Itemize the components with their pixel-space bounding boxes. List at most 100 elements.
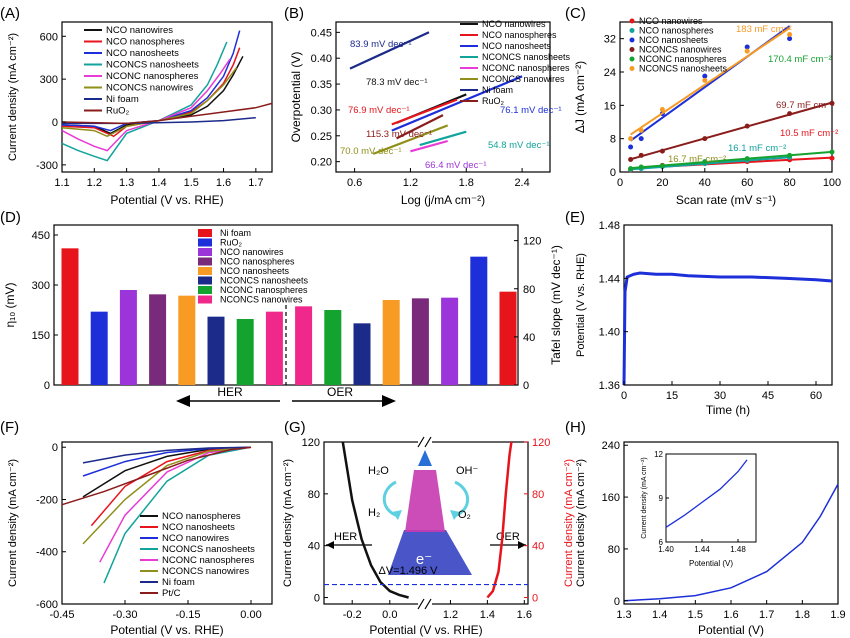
panel-f-legend-label: NCONC nanospheres <box>162 555 255 566</box>
panel-b-ytick-label: 0.35 <box>311 79 332 91</box>
panel-d-legend-swatch <box>198 276 212 285</box>
panel-h-inset-xlabel: Potential (V) <box>689 559 733 568</box>
panel-d-ylabel-right: Tafel slope (mV dec⁻¹) <box>549 245 563 365</box>
her-arrow <box>176 395 280 407</box>
panel-a-xtick-label: 1.6 <box>216 177 231 189</box>
panel-g-ytick-label: 40 <box>308 541 320 553</box>
panel-b-slope-label: 76.9 mV dec⁻¹ <box>348 105 410 116</box>
panel-f-xtick-label: -0.45 <box>49 609 74 621</box>
panel-h-overall-curve <box>623 483 839 602</box>
panel-c-data-point <box>787 36 793 42</box>
panel-g-xtick-label: 1.2 <box>443 609 458 621</box>
panel-h-inset-xtick-label: 1.44 <box>694 545 710 554</box>
panel-c-xlabel: Scan rate (mV s⁻¹) <box>676 193 776 207</box>
panel-label-a: (A) <box>0 5 20 22</box>
panel-c-legend-marker <box>629 56 635 62</box>
panel-c-xtick-label: 100 <box>823 177 841 189</box>
panel-f-ylabel: Current density (mA cm⁻²) <box>7 459 19 587</box>
panel-g-right-ytick-label: 80 <box>532 489 544 501</box>
panel-f-legend-label: NCO nanowires <box>162 533 229 544</box>
panel-d-bar <box>236 319 254 385</box>
panel-h-inset-ytick-label: 6 <box>659 538 664 547</box>
panel-f-ytick-label: -200 <box>36 494 58 506</box>
panel-d-bar <box>61 248 79 385</box>
panel-c-data-point <box>702 159 708 165</box>
panel-g-xtick-label: 1.6 <box>517 609 532 621</box>
panel-a-series-line <box>61 102 273 125</box>
panel-a-ytick-label: 600 <box>40 31 58 43</box>
panel-e-frame <box>623 224 833 386</box>
panel-c-xtick-label: 40 <box>699 177 711 189</box>
panel-c-fit-line <box>630 27 791 136</box>
panel-h-ytick-label: 240 <box>602 440 620 452</box>
panel-h-xtick-label: 1.9 <box>830 609 845 621</box>
panel-d-bar <box>382 300 400 385</box>
oer-label: OER <box>327 385 353 399</box>
panel-d-bar <box>207 316 225 385</box>
panel-c-fit-line <box>630 156 790 171</box>
panel-c-capacitance-label: 16.1 mF cm⁻² <box>728 143 786 154</box>
panel-b-xtick-label: 1.2 <box>403 177 418 189</box>
panel-c-data-point <box>628 144 634 150</box>
panel-h-xtick-label: 1.8 <box>795 609 810 621</box>
panel-c-legend-label: NCO nanosheets <box>639 35 709 45</box>
panel-c-data-point <box>744 123 750 129</box>
panel-a-legend-label: NCO nanowires <box>106 25 173 36</box>
panel-c-xtick-label: 60 <box>741 177 753 189</box>
panel-a-xtick-label: 1.4 <box>151 177 166 189</box>
panel-h-inset-ylabel: Current density (mA cm⁻²) <box>641 457 648 539</box>
panel-c-frame <box>619 21 833 173</box>
panel-f-series-line <box>103 446 252 584</box>
oer-arrow <box>292 395 396 407</box>
panel-b-slope-label: 70.0 mV dec⁻¹ <box>340 146 402 157</box>
panel-g-xtick-label: 0.0 <box>382 609 397 621</box>
panel-f-xlabel: Potential (V vs. RHE) <box>110 623 223 637</box>
panel-c-data-point <box>628 166 634 172</box>
panel-g-ylabel-right: Current density (mA cm⁻²) <box>563 459 575 587</box>
g-oer-arrow <box>490 541 526 549</box>
panel-c-ytick-label: 8 <box>610 134 616 146</box>
panel-c-xtick-label: 20 <box>656 177 668 189</box>
axis-break-marks <box>417 436 432 610</box>
electron-label: e⁻ <box>416 551 432 568</box>
panel-f-frame <box>61 441 273 605</box>
panel-a-legend-label: Ni foam <box>106 94 139 105</box>
panel-d-ylabel-left: η₁₀ (mV) <box>3 282 17 327</box>
panel-b-legend-label: RuO₂ <box>482 96 505 106</box>
panel-d-right-ytick-label: 80 <box>523 284 535 296</box>
panel-c-legend-marker <box>629 47 635 52</box>
panel-d-ytick-label: 300 <box>32 280 50 292</box>
panel-h-inset-xtick-label: 1.48 <box>730 545 746 554</box>
panel-d-bar <box>441 297 459 385</box>
panel-c-xtick-label: 0 <box>617 177 623 189</box>
panel-b-frame <box>335 21 551 173</box>
panel-c-data-point <box>829 100 835 106</box>
panel-a-xtick-label: 1.2 <box>87 177 102 189</box>
panel-f-legend-label: NCO nanospheres <box>162 511 241 522</box>
her-label: HER <box>217 385 243 399</box>
panel-b-series-line <box>396 114 444 140</box>
panel-b-slope-label: 115.3 mV dec⁻¹ <box>366 129 432 140</box>
panel-d-bar <box>470 256 488 385</box>
panel-h-xtick-label: 1.3 <box>616 609 631 621</box>
water-splitting-schematic <box>382 450 472 575</box>
panel-f-legend-label: NCO nanosheets <box>162 522 235 533</box>
panel-b-ytick-label: 0.25 <box>311 131 332 143</box>
panel-g-right-ytick-label: 40 <box>532 541 544 553</box>
panel-g-right-ytick-label: 120 <box>532 437 550 449</box>
panel-h-inset-ytick-label: 9 <box>659 494 664 503</box>
panel-g-ytick-label: 80 <box>308 489 320 501</box>
panel-f-xtick-label: -0.30 <box>112 609 137 621</box>
panel-a-ytick-label: 0 <box>52 117 58 129</box>
panel-b-legend-label: NCO nanowires <box>482 19 546 29</box>
panel-e-ytick-label: 1.48 <box>599 220 620 232</box>
panel-f-legend-label: NCONCS nanowires <box>162 566 249 577</box>
o2-label: O₂ <box>458 509 471 521</box>
panel-d-legend-swatch <box>198 267 212 275</box>
panel-c-data-point <box>659 148 665 154</box>
panel-d-bar <box>295 306 313 385</box>
panel-e-xtick-label: 45 <box>762 390 774 402</box>
panel-label-g: (G) <box>284 419 306 436</box>
panel-a-ytick-label: 300 <box>40 74 58 86</box>
